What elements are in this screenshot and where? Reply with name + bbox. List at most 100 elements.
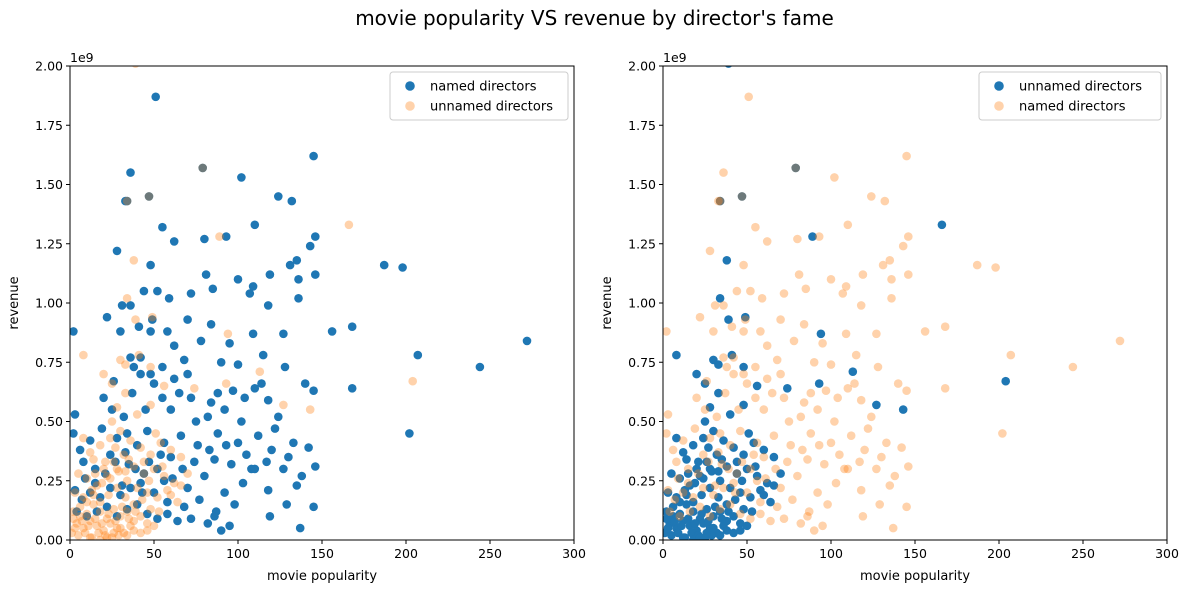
data-point (843, 464, 853, 474)
data-point (213, 429, 223, 438)
data-point (285, 260, 295, 270)
data-point (858, 512, 868, 521)
data-point (902, 386, 911, 396)
data-point (139, 469, 149, 478)
data-point (221, 379, 231, 388)
data-point (82, 497, 92, 507)
data-point (814, 232, 824, 241)
data-point (149, 379, 159, 388)
data-point (327, 327, 337, 336)
data-point (149, 464, 159, 474)
data-point (882, 438, 891, 448)
data-point (279, 464, 288, 474)
data-point (694, 457, 703, 467)
data-point (725, 410, 735, 419)
data-point (727, 322, 737, 332)
data-point (694, 469, 703, 478)
data-point (131, 66, 140, 68)
data-point (769, 431, 779, 441)
x-tick-label: 100 (819, 546, 843, 561)
data-point (289, 438, 298, 448)
data-point (663, 488, 673, 497)
data-point (305, 241, 315, 251)
data-point (95, 535, 105, 540)
data-point (692, 369, 701, 379)
x-axis-label: movie popularity (267, 569, 377, 584)
data-point (867, 412, 876, 422)
data-point (127, 388, 137, 398)
data-point (72, 519, 81, 528)
data-point (143, 519, 152, 528)
data-point (682, 500, 691, 509)
data-point (1068, 362, 1078, 372)
data-point (164, 294, 174, 303)
data-point (757, 294, 767, 303)
data-point (709, 490, 718, 500)
data-point (867, 192, 876, 201)
data-point (673, 474, 683, 483)
data-point (751, 393, 760, 403)
data-point (112, 523, 122, 533)
data-point (279, 329, 288, 339)
data-point (747, 507, 757, 516)
data-point (205, 445, 214, 455)
data-point (940, 322, 950, 332)
data-point (741, 312, 750, 322)
data-point (124, 514, 134, 523)
data-point (95, 497, 105, 507)
data-point (880, 196, 890, 206)
data-point (158, 462, 167, 471)
data-point (779, 514, 789, 523)
data-point (300, 379, 310, 388)
data-point (663, 523, 673, 533)
data-point (143, 509, 152, 519)
data-point (729, 528, 738, 538)
data-point (106, 519, 115, 528)
data-point (741, 315, 750, 324)
data-point (725, 500, 735, 509)
data-point (725, 483, 735, 493)
data-point (688, 497, 698, 507)
data-point (102, 533, 112, 540)
data-point (888, 523, 898, 533)
data-point (169, 478, 179, 488)
data-point (146, 369, 155, 379)
data-point (297, 471, 307, 481)
data-point (159, 438, 169, 448)
data-point (736, 519, 745, 528)
data-point (265, 512, 275, 521)
data-point (159, 381, 169, 391)
legend: unnamed directors named directors (978, 71, 1162, 121)
data-point (710, 481, 720, 490)
data-point (210, 512, 219, 521)
legend-marker (405, 81, 415, 91)
data-point (739, 369, 748, 379)
data-point (198, 163, 207, 173)
data-point (833, 393, 842, 403)
data-point (137, 488, 147, 497)
data-point (742, 379, 752, 388)
data-point (709, 523, 718, 533)
data-point (210, 455, 219, 464)
data-point (131, 315, 140, 324)
data-point (727, 350, 737, 360)
data-point (872, 329, 881, 339)
y-tick-label: 1.50 (628, 177, 656, 192)
data-point (813, 405, 822, 414)
data-point (174, 388, 184, 398)
data-point (305, 405, 315, 414)
data-point (722, 500, 732, 509)
data-point (126, 436, 135, 445)
data-point (678, 448, 688, 457)
data-point (85, 448, 95, 457)
data-point (284, 452, 293, 462)
data-point (843, 220, 853, 230)
data-point (198, 163, 207, 173)
data-point (295, 523, 305, 533)
data-point (149, 521, 159, 531)
data-point (70, 514, 78, 523)
data-point (148, 315, 157, 324)
data-point (151, 92, 160, 102)
data-point (890, 471, 900, 481)
data-point (705, 483, 715, 493)
